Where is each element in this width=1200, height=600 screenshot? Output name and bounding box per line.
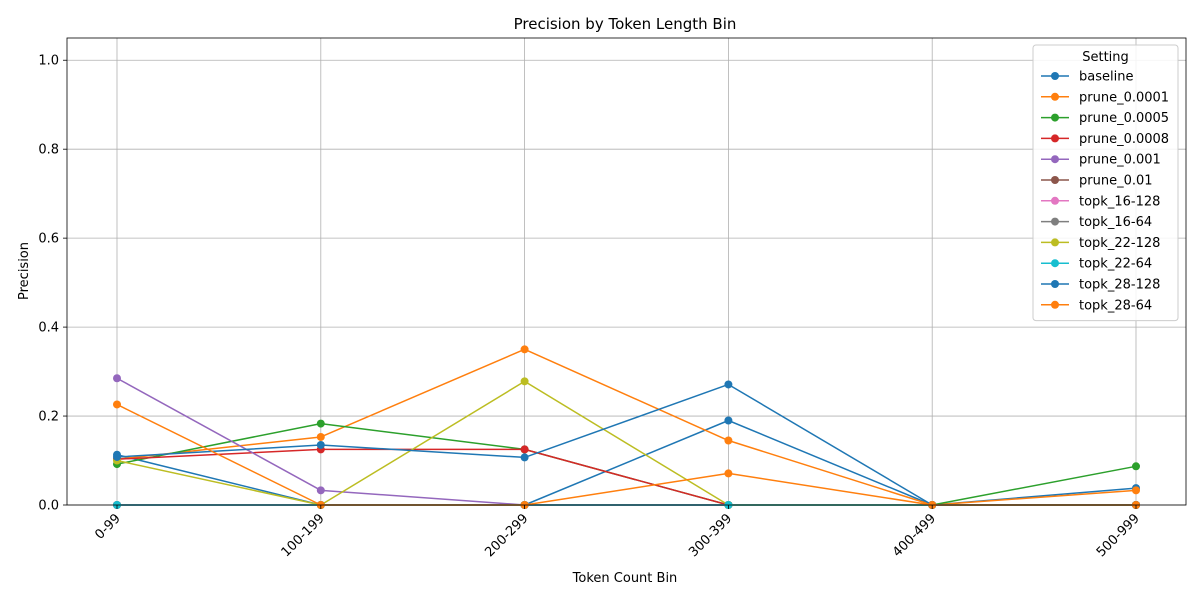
data-point <box>316 419 325 428</box>
data-point <box>113 452 121 461</box>
data-point <box>520 453 529 462</box>
legend-label: topk_28-64 <box>1079 298 1152 313</box>
data-point <box>520 377 529 386</box>
legend-swatch-marker <box>1051 217 1059 226</box>
x-tick-label: 500-999 <box>1094 511 1143 560</box>
data-point <box>724 380 733 389</box>
chart-title: Precision by Token Length Bin <box>514 15 737 33</box>
data-point <box>113 374 121 383</box>
y-axis-title: Precision <box>17 242 32 300</box>
legend-item: topk_22-128 <box>1041 236 1160 251</box>
data-point <box>316 440 325 449</box>
x-axis-title: Token Count Bin <box>572 571 678 586</box>
data-point <box>520 345 529 354</box>
x-tick-label: 200-299 <box>482 511 531 560</box>
x-tick-label: 0-99 <box>92 511 123 542</box>
data-point <box>113 400 121 409</box>
legend-label: prune_0.0001 <box>1079 90 1169 105</box>
x-tick-label: 400-499 <box>890 511 939 560</box>
legend-label: topk_16-64 <box>1079 215 1152 230</box>
y-tick-label: 0.0 <box>38 499 59 514</box>
legend-label: prune_0.0008 <box>1079 132 1169 147</box>
y-tick-label: 0.2 <box>38 410 59 425</box>
legend-item: prune_0.0008 <box>1041 132 1169 147</box>
data-point <box>724 416 733 425</box>
legend-label: prune_0.01 <box>1079 174 1153 189</box>
data-point <box>520 445 529 454</box>
legend-label: topk_22-128 <box>1079 236 1160 251</box>
data-point <box>724 469 733 478</box>
series-line <box>116 348 1137 506</box>
legend-swatch-marker <box>1051 72 1059 80</box>
y-tick-label: 1.0 <box>38 54 59 69</box>
legend: Setting baseline prune_0.0001 prune_0.0005… <box>1032 44 1179 322</box>
legend-swatch-marker <box>1051 238 1059 247</box>
legend-swatch-marker <box>1051 113 1059 122</box>
grid-lines <box>67 38 1186 506</box>
data-point <box>316 432 325 441</box>
legend-swatch-marker <box>1051 155 1059 164</box>
legend-item: topk_16-128 <box>1041 194 1160 209</box>
legend-item: topk_16-64 <box>1041 215 1152 230</box>
x-tick-label: 300-399 <box>686 511 735 560</box>
legend-item: prune_0.001 <box>1041 153 1161 168</box>
legend-label: topk_22-64 <box>1079 257 1152 272</box>
legend-label: topk_16-128 <box>1079 194 1160 209</box>
legend-label: prune_0.0005 <box>1079 111 1169 126</box>
y-tick-label: 0.8 <box>38 143 59 158</box>
series-line <box>116 448 1136 506</box>
legend-swatch-marker <box>1051 134 1059 143</box>
legend-swatch-marker <box>1051 176 1059 184</box>
axes: 0-99 100-199 200-299 300-399 400-499 500-999 0… <box>38 37 1187 560</box>
data-point <box>1132 486 1140 495</box>
legend-item: topk_28-128 <box>1041 278 1160 293</box>
series-line <box>116 403 1136 506</box>
legend-label: baseline <box>1079 70 1133 85</box>
legend-swatch-marker <box>1051 300 1059 309</box>
series-line <box>116 377 1136 506</box>
legend-box <box>1032 44 1179 322</box>
legend-item: prune_0.01 <box>1041 174 1153 189</box>
series-prune_0.0005 <box>113 419 1140 509</box>
legend-item: baseline <box>1041 70 1133 85</box>
y-tick-label: 0.6 <box>38 232 59 247</box>
plot-frame <box>66 37 1187 506</box>
legend-swatch-marker <box>1051 280 1059 288</box>
series-line <box>116 383 1136 506</box>
series-prune_0.0008 <box>113 445 1140 509</box>
data-point <box>1132 462 1140 471</box>
series-lines <box>113 345 1140 509</box>
legend-swatch-marker <box>1051 92 1059 101</box>
legend-item: prune_0.0005 <box>1041 111 1169 126</box>
legend-label: topk_28-128 <box>1079 278 1160 293</box>
legend-swatch-marker <box>1051 196 1059 205</box>
legend-item: prune_0.0001 <box>1041 90 1169 105</box>
legend-swatch-marker <box>1051 259 1059 268</box>
data-point <box>316 486 325 495</box>
data-point <box>724 436 733 445</box>
y-tick-label: 0.4 <box>38 321 59 336</box>
series-prune_0.0001 <box>113 345 1140 509</box>
legend-label: prune_0.001 <box>1079 153 1161 168</box>
x-tick-label: 100-199 <box>279 511 328 560</box>
legend-item: topk_28-64 <box>1041 298 1152 313</box>
legend-item: topk_22-64 <box>1041 257 1152 272</box>
legend-title: Setting <box>1082 50 1129 65</box>
